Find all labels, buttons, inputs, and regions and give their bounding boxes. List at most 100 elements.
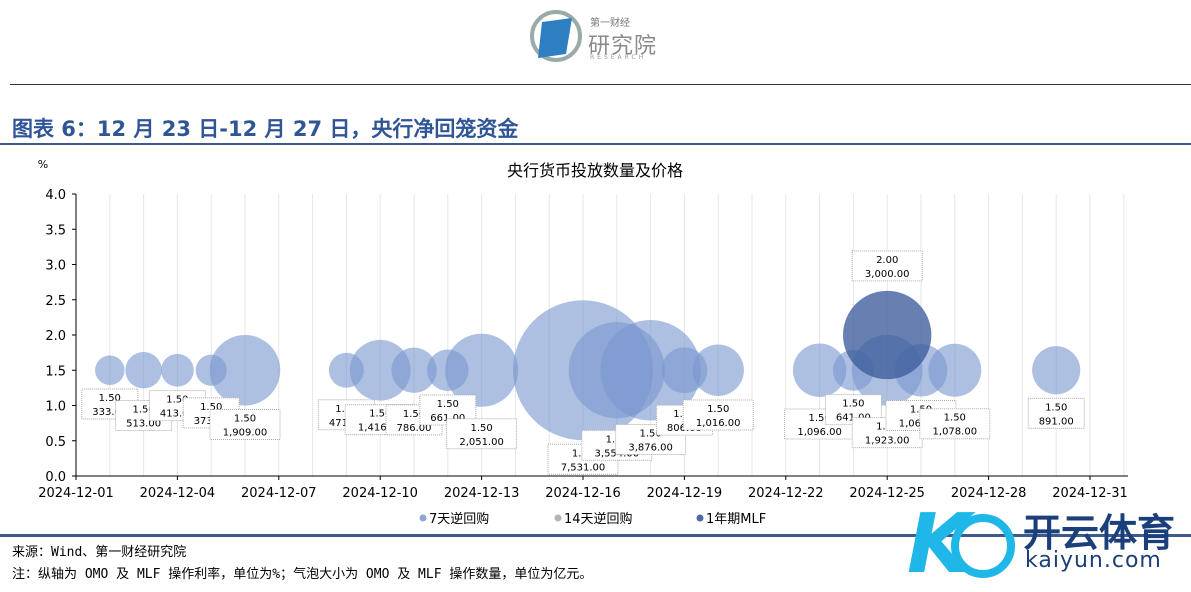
data-label-amount: 1,909.00 [223, 427, 268, 438]
data-label-rate: 1.50 [132, 405, 154, 416]
legend-label: 14天逆回购 [564, 511, 633, 527]
y-tick-label: 1.5 [45, 364, 66, 379]
legend-marker [554, 514, 562, 522]
data-label-rate: 1.50 [707, 404, 729, 415]
data-label-amount: 3,000.00 [865, 269, 910, 280]
data-label-box [446, 418, 518, 450]
footnote: 注：纵轴为 OMO 及 MLF 操作利率，单位为%；气泡大小为 OMO 及 ML… [12, 567, 593, 582]
data-label-rate: 1.50 [166, 395, 188, 406]
data-label-rate: 1.50 [944, 413, 966, 424]
watermark-logo-icon: K [907, 497, 1015, 592]
watermark-cn: 开云体育 [1023, 511, 1176, 555]
x-tick-label: 2024-12-10 [342, 486, 418, 501]
header-divider [10, 84, 1191, 85]
x-tick-label: 2024-12-01 [38, 486, 114, 501]
watermark-en: kaiyun.com [1025, 548, 1162, 573]
data-label-amount: 3,876.00 [628, 442, 673, 453]
data-label: 1.50 891.00 [1027, 397, 1085, 429]
y-tick-label: 4.0 [45, 188, 66, 203]
y-tick-label: 2.0 [45, 329, 66, 344]
x-tick-label: 2024-12-19 [647, 486, 723, 501]
footer-divider [0, 534, 1191, 537]
x-tick-label: 2024-12-07 [241, 486, 317, 501]
data-label-amount: 1,096.00 [797, 427, 842, 438]
data-label: 1.50 1,078.00 [919, 408, 991, 440]
data-label-rate: 1.50 [200, 402, 222, 413]
logo-text-small: 第一财经 [590, 18, 630, 29]
data-label-rate: 1.50 [234, 413, 256, 424]
bubble-repo [391, 347, 437, 393]
data-label-amount: 413.00 [160, 409, 195, 420]
data-label: 2.00 3,000.00 [851, 250, 923, 282]
bubble-repo [209, 335, 281, 406]
bubble-repo [125, 351, 162, 389]
bubble-repo [928, 343, 982, 397]
x-tick-label: 2024-12-16 [545, 486, 621, 501]
data-label-box [682, 399, 754, 431]
bubble-chart: 央行货币投放数量及价格 % 0.0 0.5 1.0 1.5 2.0 2.5 3.0 3.5 4.… [38, 158, 1128, 527]
data-label-amount: 7,531.00 [561, 462, 606, 473]
y-tick-label: 0.5 [45, 435, 66, 450]
bubble-mlf [843, 290, 932, 380]
data-label-rate: 1.50 [437, 399, 459, 410]
data-label-box [1027, 397, 1085, 429]
data-label-amount: 786.00 [397, 423, 432, 434]
bubble-repo [600, 320, 701, 421]
x-tick-label: 2024-12-31 [1052, 486, 1128, 501]
bubble-repo [349, 339, 411, 401]
y-tick-label: 3.0 [45, 259, 66, 274]
y-axis-unit: % [38, 158, 48, 171]
bubble-repo [161, 353, 194, 387]
data-label-rate: 1.50 [99, 393, 121, 404]
legend-marker [419, 514, 427, 522]
chart-title: 央行货币投放数量及价格 [507, 161, 683, 180]
data-label-rate: 1.50 [842, 399, 864, 410]
data-label-amount: 1,078.00 [933, 427, 978, 438]
data-label-rate: 1.50 [808, 413, 830, 424]
bubble-repo [445, 333, 519, 407]
data-label-rate: 1.50 [639, 428, 661, 439]
legend-label: 1年期MLF [706, 512, 766, 527]
figure-title: 图表 6：12 月 23 日-12 月 27 日，央行净回笼资金 [12, 117, 519, 141]
data-label-rate: 1.50 [403, 409, 425, 420]
x-tick-label: 2024-12-25 [849, 486, 925, 501]
watermark: K 开云体育 kaiyun.com [905, 492, 1190, 592]
data-label-amount: 1,416.00 [358, 423, 403, 434]
x-tick-label: 2024-12-13 [444, 486, 520, 501]
source-note: 来源：Wind、第一财经研究院 [12, 545, 187, 560]
data-label: 1.50 1,909.00 [209, 408, 281, 440]
research-logo: 第一财经 研究院 RESEARCH [528, 8, 668, 66]
bubble-repo [792, 343, 847, 397]
legend-marker [696, 514, 704, 522]
data-label-amount: 333.00 [92, 407, 127, 418]
data-label-amount: 891.00 [1039, 416, 1074, 427]
x-tick-label: 2024-12-28 [951, 486, 1027, 501]
data-label: 1.50 2,051.00 [446, 418, 518, 450]
y-tick-label: 3.5 [45, 223, 66, 238]
data-label-amount: 2,051.00 [459, 437, 504, 448]
data-label-rate: 2.00 [876, 255, 898, 266]
data-label-box [919, 408, 991, 440]
y-tick-label: 1.0 [45, 400, 66, 415]
x-tick-label: 2024-12-22 [748, 486, 824, 501]
svg-text:K: K [907, 497, 976, 592]
legend-label: 7天逆回购 [429, 511, 489, 527]
data-label-rate: 1.50 [470, 423, 492, 434]
bubble-repo [1032, 346, 1081, 395]
data-label-amount: 661.00 [430, 413, 465, 424]
data-label-box [209, 408, 281, 440]
data-label-amount: 1,923.00 [865, 436, 910, 447]
logo-emblem-icon [530, 10, 582, 62]
y-tick-label: 2.5 [45, 294, 66, 309]
title-divider [0, 143, 1191, 145]
logo-text-en: RESEARCH [590, 54, 647, 61]
x-tick-label: 2024-12-04 [140, 486, 216, 501]
bubble-repo [692, 344, 744, 396]
data-label-rate: 1.50 [1045, 402, 1067, 413]
y-tick-label: 0.0 [45, 470, 66, 485]
bubble-repo [95, 355, 125, 385]
data-label-amount: 1,016.00 [696, 418, 741, 429]
data-label-rate: 1.50 [369, 409, 391, 420]
data-label: 1.50 1,016.00 [682, 399, 754, 431]
